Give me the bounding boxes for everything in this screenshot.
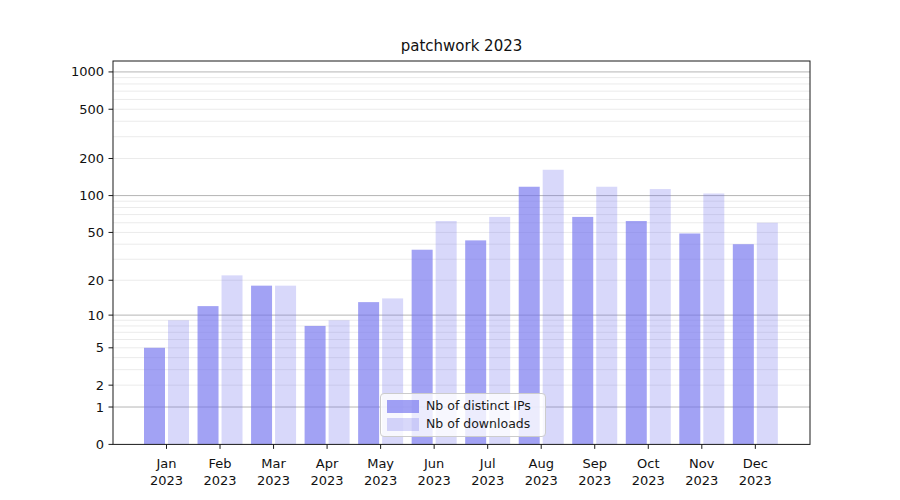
x-tick-label-year-jul: 2023: [471, 473, 504, 488]
y-tick-label-10: 10: [87, 308, 104, 323]
y-tick-label-100: 100: [79, 188, 104, 203]
legend: Nb of distinct IPs Nb of downloads: [380, 393, 546, 437]
x-tick-label-apr: Apr: [316, 456, 339, 471]
legend-label-downloads: Nb of downloads: [426, 418, 530, 431]
x-tick-label-sep: Sep: [582, 456, 607, 471]
bar-nb-of-downloads-mar: [275, 286, 296, 445]
x-tick-label-may: May: [367, 456, 394, 471]
y-tick-label-50: 50: [87, 225, 104, 240]
bar-nb-of-distinct-ips-mar: [251, 286, 272, 445]
bar-nb-of-downloads-oct: [650, 189, 671, 444]
y-tick-label-1: 1: [96, 400, 104, 415]
x-tick-label-jul: Jul: [479, 456, 496, 471]
y-tick-label-2: 2: [96, 378, 104, 393]
legend-label-distinct-ips: Nb of distinct IPs: [426, 400, 531, 413]
legend-item-downloads: Nb of downloads: [387, 418, 539, 431]
x-tick-label-aug: Aug: [529, 456, 554, 471]
figure: patchwork 2023 01251020501002005001000Ja…: [0, 0, 900, 500]
x-tick-label-year-jan: 2023: [150, 473, 183, 488]
x-tick-label-jan: Jan: [155, 456, 176, 471]
bar-nb-of-downloads-nov: [703, 193, 724, 444]
x-tick-label-year-mar: 2023: [257, 473, 290, 488]
x-tick-label-mar: Mar: [261, 456, 286, 471]
y-tick-label-5: 5: [96, 340, 104, 355]
x-tick-label-year-apr: 2023: [311, 473, 344, 488]
legend-item-distinct-ips: Nb of distinct IPs: [387, 400, 539, 413]
bar-nb-of-downloads-dec: [757, 223, 778, 445]
bar-nb-of-distinct-ips-oct: [626, 221, 647, 444]
y-tick-label-20: 20: [87, 273, 104, 288]
bar-nb-of-downloads-apr: [329, 320, 350, 444]
bar-nb-of-downloads-feb: [222, 275, 243, 444]
bar-nb-of-distinct-ips-feb: [198, 306, 219, 444]
legend-swatch-distinct-ips: [387, 400, 419, 413]
y-tick-label-1000: 1000: [71, 64, 104, 79]
x-tick-label-year-oct: 2023: [632, 473, 665, 488]
x-tick-label-year-aug: 2023: [525, 473, 558, 488]
bar-nb-of-downloads-sep: [596, 187, 617, 445]
x-tick-label-jun: Jun: [423, 456, 444, 471]
x-tick-label-year-may: 2023: [364, 473, 397, 488]
x-tick-label-year-sep: 2023: [578, 473, 611, 488]
bar-nb-of-distinct-ips-jan: [144, 348, 165, 445]
bar-nb-of-distinct-ips-sep: [572, 217, 593, 444]
bar-nb-of-downloads-jan: [168, 320, 189, 444]
bar-nb-of-distinct-ips-nov: [679, 233, 700, 444]
y-tick-label-0: 0: [96, 437, 104, 452]
x-tick-label-nov: Nov: [689, 456, 715, 471]
x-tick-label-year-jun: 2023: [418, 473, 451, 488]
x-tick-label-dec: Dec: [743, 456, 768, 471]
x-tick-label-year-dec: 2023: [739, 473, 772, 488]
bar-nb-of-distinct-ips-may: [358, 302, 379, 444]
y-tick-label-200: 200: [79, 151, 104, 166]
bar-nb-of-distinct-ips-dec: [733, 244, 754, 444]
y-tick-label-500: 500: [79, 102, 104, 117]
x-tick-label-oct: Oct: [637, 456, 659, 471]
x-tick-label-feb: Feb: [209, 456, 232, 471]
bar-nb-of-distinct-ips-apr: [305, 326, 326, 444]
x-tick-label-year-feb: 2023: [203, 473, 236, 488]
x-tick-label-year-nov: 2023: [685, 473, 718, 488]
legend-swatch-downloads: [387, 418, 419, 431]
